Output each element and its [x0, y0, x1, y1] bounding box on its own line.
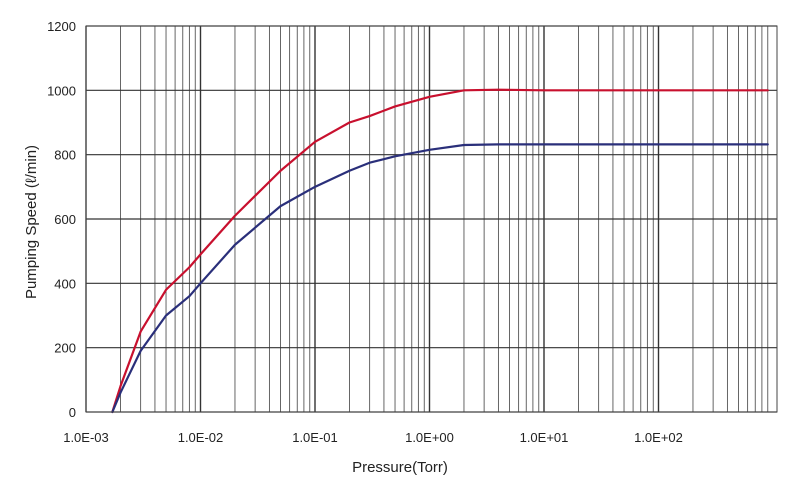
y-tick-label: 400: [54, 276, 76, 291]
y-tick-label: 0: [69, 405, 76, 420]
series-line-2: [111, 143, 769, 414]
y-axis-title: Pumping Speed (ℓ/min): [23, 145, 40, 299]
y-tick-labels: 0 200 400 600 800 1000 1200: [47, 19, 76, 420]
y-tick-label: 1000: [47, 83, 76, 98]
x-tick-label: 1.0E-02: [178, 430, 224, 445]
series-layer: [111, 88, 769, 414]
x-tick-label: 1.0E+01: [520, 430, 569, 445]
x-tick-label: 1.0E+02: [634, 430, 683, 445]
y-tick-label: 600: [54, 212, 76, 227]
y-tick-label: 800: [54, 148, 76, 163]
x-axis-title: Pressure(Torr): [352, 459, 448, 476]
x-tick-labels: 1.0E-03 1.0E-02 1.0E-01 1.0E+00 1.0E+01 1.0E+…: [63, 430, 683, 445]
y-tick-label: 1200: [47, 19, 76, 34]
x-tick-label: 1.0E+00: [405, 430, 454, 445]
x-tick-label: 1.0E-01: [292, 430, 338, 445]
plot-frame: [85, 25, 778, 413]
y-tick-label: 200: [54, 341, 76, 356]
x-tick-label: 1.0E-03: [63, 430, 109, 445]
series-line-1: [111, 88, 769, 414]
